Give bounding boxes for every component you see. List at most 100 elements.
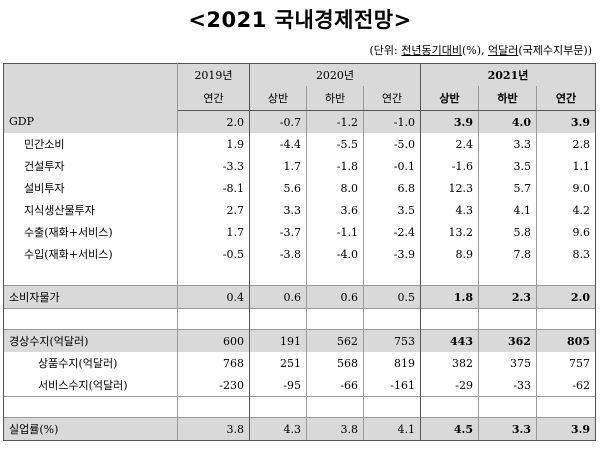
header-period: 연간: [363, 86, 421, 111]
table-row: 수입(재화+서비스) -0.5 -3.8 -4.0 -3.9 8.9 7.8 8…: [3, 243, 596, 265]
cell-value: 3.3: [249, 199, 307, 221]
cell-value: 7.8: [478, 243, 537, 265]
cell-value: -1.8: [306, 155, 364, 177]
row-label: 건설투자: [3, 155, 178, 177]
header-period: 상반: [249, 86, 307, 111]
cell-value: 600: [177, 329, 250, 352]
cell-value: 2.3: [478, 285, 537, 309]
cell-value: -5.0: [363, 133, 421, 155]
cell-value: -29: [420, 374, 479, 397]
cell-value: 382: [420, 352, 479, 374]
header-row-periods: 연간 상반 하반 연간 상반 하반 연간: [4, 86, 596, 111]
economic-outlook-table: 2019년 2020년 2021년 연간 상반 하반 연간 상반 하반 연간 G…: [3, 63, 596, 441]
cell-value: 2.7: [177, 199, 250, 221]
cell-value: 3.8: [177, 417, 250, 441]
cell-value: 443: [420, 329, 479, 352]
cell-value: 0.5: [363, 285, 421, 309]
header-corner: [3, 63, 178, 111]
cell-value: 2.8: [536, 133, 596, 155]
header-period: 하반: [306, 86, 364, 111]
row-label: 민간소비: [3, 133, 178, 155]
cell-value: 191: [249, 329, 307, 352]
spacer-row: [3, 265, 596, 286]
cell-value: -3.8: [249, 243, 307, 265]
cell-value: -66: [306, 374, 364, 397]
page-title: <2021 국내경제전망>: [188, 8, 412, 32]
unit-dollar-suffix: (국제수지부문)): [518, 44, 592, 57]
cell-value: 0.4: [177, 285, 250, 309]
unit-dollar: 억달러: [488, 44, 519, 57]
table-row: 수출(재화+서비스) 1.7 -3.7 -1.1 -2.4 13.2 5.8 9…: [3, 221, 596, 243]
row-label: 소비자물가: [3, 285, 178, 309]
cell-value: -95: [249, 374, 307, 397]
header-period: 하반: [478, 86, 537, 111]
cell-value: -4.0: [306, 243, 364, 265]
header-period: 연간: [536, 86, 596, 111]
cell-value: -8.1: [177, 177, 250, 199]
row-label: 지식생산물투자: [3, 199, 178, 221]
spacer-row: [3, 308, 596, 330]
header-year-2020: 2020년: [249, 63, 421, 86]
cell-value: 4.1: [363, 417, 421, 441]
cell-value: -230: [177, 374, 250, 397]
cell-value: 4.0: [478, 110, 537, 133]
cell-value: -161: [363, 374, 421, 397]
cell-value: 805: [536, 329, 596, 352]
row-label: 실업률(%): [3, 417, 178, 441]
cell-value: 562: [306, 329, 364, 352]
cell-value: 8.0: [306, 177, 364, 199]
table-row: 상품수지(억달러) 768 251 568 819 382 375 757: [3, 352, 596, 374]
cell-value: 13.2: [420, 221, 479, 243]
cell-value: 3.3: [478, 417, 537, 441]
cell-value: 2.0: [536, 285, 596, 309]
header-period: 상반: [420, 86, 479, 111]
table-row: 건설투자 -3.3 1.7 -1.8 -0.1 -1.6 3.5 1.1: [3, 155, 596, 177]
cell-value: -3.9: [363, 243, 421, 265]
cell-value: 2.4: [420, 133, 479, 155]
table-row: 서비스수지(억달러) -230 -95 -66 -161 -29 -33 -62: [3, 374, 596, 397]
cell-value: -0.1: [363, 155, 421, 177]
cell-value: -4.4: [249, 133, 307, 155]
cell-value: 0.6: [306, 285, 364, 309]
cell-value: 753: [363, 329, 421, 352]
cell-value: 4.5: [420, 417, 479, 441]
cell-value: 9.6: [536, 221, 596, 243]
cell-value: 1.7: [177, 221, 250, 243]
row-label: 상품수지(억달러): [3, 352, 178, 374]
unit-note: (단위: 전년동기대비(%), 억달러(국제수지부문)): [370, 42, 592, 58]
cell-value: 1.7: [249, 155, 307, 177]
table-row: 민간소비 1.9 -4.4 -5.5 -5.0 2.4 3.3 2.8: [3, 133, 596, 155]
cell-value: 2.0: [177, 110, 250, 133]
row-label: GDP: [3, 110, 178, 133]
cell-value: 9.0: [536, 177, 596, 199]
cell-value: 768: [177, 352, 250, 374]
table-row: 지식생산물투자 2.7 3.3 3.6 3.5 4.3 4.1 4.2: [3, 199, 596, 221]
cell-value: -2.4: [363, 221, 421, 243]
cell-value: 362: [478, 329, 537, 352]
cell-value: -62: [536, 374, 596, 397]
cell-value: 4.3: [420, 199, 479, 221]
cell-value: -3.3: [177, 155, 250, 177]
header-row-years: 2019년 2020년 2021년: [3, 63, 596, 111]
cell-value: 5.8: [478, 221, 537, 243]
table-row: 설비투자 -8.1 5.6 8.0 6.8 12.3 5.7 9.0: [3, 177, 596, 199]
cell-value: 3.5: [478, 155, 537, 177]
cell-value: 251: [249, 352, 307, 374]
header-period: 연간: [177, 86, 250, 111]
unit-prefix: (단위:: [369, 44, 402, 57]
cell-value: 3.6: [306, 199, 364, 221]
row-label: 수입(재화+서비스): [3, 243, 178, 265]
cell-value: 4.2: [536, 199, 596, 221]
unit-percent: 전년동기대비: [401, 44, 462, 57]
cell-value: 1.9: [177, 133, 250, 155]
cell-value: 375: [478, 352, 537, 374]
cell-value: -1.1: [306, 221, 364, 243]
cell-value: 4.3: [249, 417, 307, 441]
cell-value: 3.9: [420, 110, 479, 133]
cell-value: -1.0: [363, 110, 421, 133]
cell-value: 3.9: [536, 110, 596, 133]
cell-value: -1.6: [420, 155, 479, 177]
row-label: 경상수지(억달러): [3, 329, 178, 352]
cell-value: -1.2: [306, 110, 364, 133]
cell-value: 1.8: [420, 285, 479, 309]
